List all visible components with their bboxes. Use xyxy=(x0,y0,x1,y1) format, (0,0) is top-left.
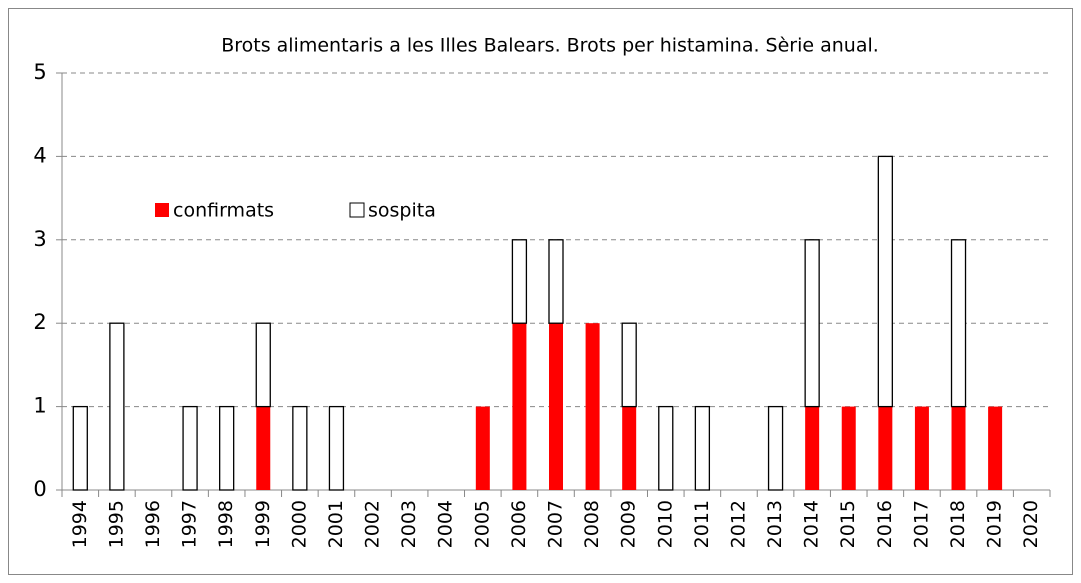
bar xyxy=(219,405,235,491)
bar xyxy=(511,239,528,324)
x-tick-label: 2000 xyxy=(288,500,310,548)
x-tick-label: 1997 xyxy=(179,500,201,548)
legend-label: sospita xyxy=(368,200,436,222)
y-tick-label: 5 xyxy=(33,60,46,84)
x-tick-label: 2020 xyxy=(1020,500,1042,548)
x-tick-label: 2017 xyxy=(910,500,932,548)
x-tick-label: 2001 xyxy=(325,500,347,548)
x-tick-label: 2018 xyxy=(947,500,969,548)
bar xyxy=(72,405,88,491)
y-tick-label: 1 xyxy=(33,394,46,418)
legend-swatch xyxy=(349,202,365,218)
bar xyxy=(585,323,600,490)
x-tick-label: 2015 xyxy=(837,500,859,548)
x-tick-label: 2019 xyxy=(984,500,1006,548)
x-tick-label: 2005 xyxy=(471,500,493,548)
x-tick-label: 2003 xyxy=(398,500,420,548)
bar xyxy=(877,155,893,408)
legend-swatch xyxy=(155,203,169,217)
bar xyxy=(951,406,966,490)
bar xyxy=(109,322,125,491)
legend-label: confirmats xyxy=(173,200,274,222)
bar xyxy=(255,322,271,408)
y-tick-label: 2 xyxy=(33,310,46,334)
bar xyxy=(512,323,527,490)
bar xyxy=(621,322,637,408)
x-tick-label: 2010 xyxy=(654,500,676,548)
y-tick-label: 3 xyxy=(33,227,46,251)
x-tick-label: 2002 xyxy=(362,500,384,548)
x-tick-label: 1995 xyxy=(105,500,127,548)
x-tick-label: 2007 xyxy=(545,500,567,548)
x-tick-label: 2006 xyxy=(508,500,530,548)
bar xyxy=(328,405,345,491)
bar xyxy=(988,406,1003,490)
x-tick-label: 2004 xyxy=(435,500,457,548)
x-tick-label: 2014 xyxy=(801,500,823,548)
bar xyxy=(950,239,967,408)
x-tick-label: 2008 xyxy=(581,500,603,548)
bar xyxy=(256,406,271,490)
bar xyxy=(767,405,784,491)
bar xyxy=(658,405,674,491)
bar xyxy=(548,239,564,324)
bar xyxy=(292,405,308,491)
x-tick-label: 2016 xyxy=(874,500,896,548)
bar xyxy=(549,323,563,490)
x-tick-label: 1996 xyxy=(142,500,164,548)
x-tick-label: 2012 xyxy=(727,500,749,548)
bar xyxy=(841,406,856,490)
bar xyxy=(914,406,929,490)
x-tick-label: 1998 xyxy=(215,500,237,548)
chart-title: Brots alimentaris a les Illes Balears. B… xyxy=(221,35,879,57)
y-tick-label: 4 xyxy=(33,143,46,167)
bar xyxy=(622,406,637,490)
bar xyxy=(804,239,820,408)
bar xyxy=(182,405,198,491)
y-tick-label: 0 xyxy=(33,477,46,501)
x-tick-label: 1994 xyxy=(69,500,91,548)
bar xyxy=(475,406,490,490)
x-tick-label: 2009 xyxy=(618,500,640,548)
x-tick-label: 2013 xyxy=(764,500,786,548)
bar xyxy=(878,406,893,490)
x-tick-label: 2011 xyxy=(691,500,713,548)
x-tick-label: 1999 xyxy=(252,500,274,548)
bar xyxy=(805,406,820,490)
bar xyxy=(694,405,711,491)
